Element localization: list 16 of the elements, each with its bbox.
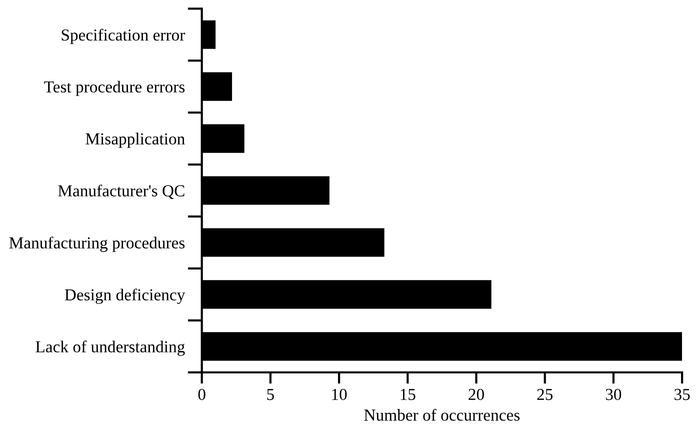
y-tick-label: Lack of understanding — [36, 340, 185, 356]
y-tick-label: Manufacturer's QC — [58, 184, 184, 200]
y-tick-label: Specification error — [62, 28, 186, 44]
x-tick-label: 30 — [606, 388, 622, 400]
x-tick-label: 15 — [400, 388, 416, 400]
y-tick-label: Misapplication — [86, 132, 185, 148]
x-tick-label: 0 — [198, 388, 206, 400]
y-tick-label: Manufacturing procedures — [9, 236, 185, 252]
x-tick-label: 10 — [332, 388, 347, 400]
x-tick-label: 25 — [537, 388, 553, 400]
x-tick-label: 35 — [674, 388, 690, 400]
y-tick-label: Test procedure errors — [44, 80, 185, 96]
x-axis-title: Number of occurrences — [364, 408, 520, 421]
y-tick-label: Design deficiency — [64, 288, 186, 304]
x-tick-label: 20 — [468, 388, 484, 400]
x-tick-label: 5 — [267, 389, 274, 400]
